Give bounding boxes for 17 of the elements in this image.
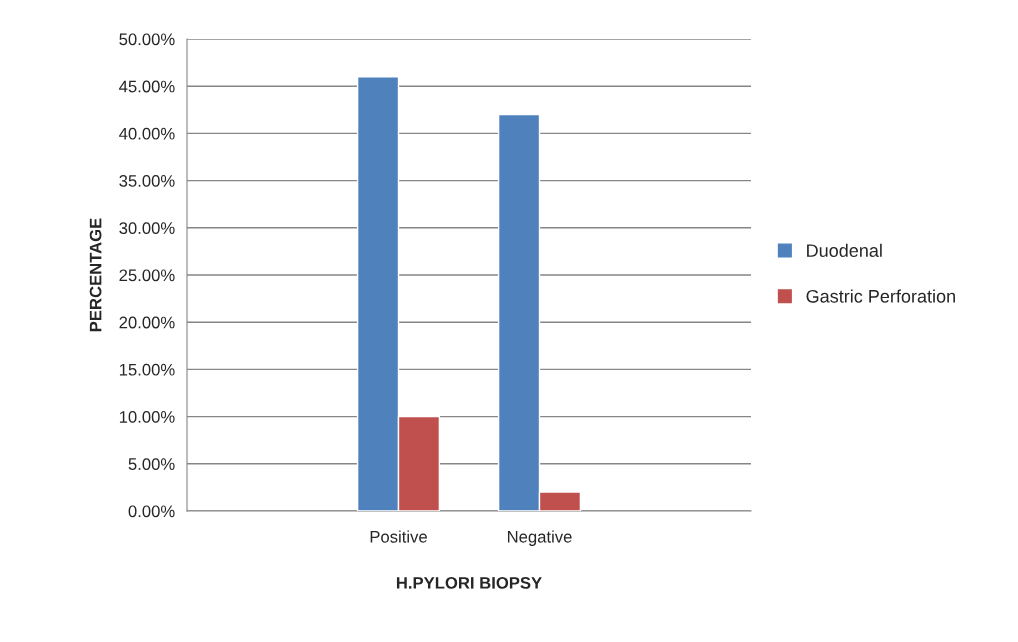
legend-label: Gastric Perforation: [806, 289, 955, 303]
y-tick-label: 20.00%: [119, 316, 175, 329]
y-tick-label: 15.00%: [119, 363, 175, 376]
y-tick-label: 50.00%: [119, 33, 175, 46]
legend-label: Duodenal: [807, 243, 882, 257]
x-tick-label: Negative: [507, 530, 572, 546]
y-tick-label: 30.00%: [119, 222, 175, 234]
y-tick-label: 10.00%: [119, 411, 175, 423]
y-tick-label: 0.00%: [128, 505, 175, 518]
y-axis-title: PERCENTAGE: [89, 218, 102, 332]
x-tick-label: Positive: [370, 530, 427, 543]
y-tick-label: 5.00%: [128, 458, 175, 470]
y-tick-label: 35.00%: [119, 175, 175, 187]
x-axis-title: H.PYLORI BIOPSY: [396, 576, 542, 589]
y-tick-label: 40.00%: [119, 127, 175, 140]
y-tick-label: 25.00%: [119, 269, 175, 282]
y-tick-label: 45.00%: [119, 80, 175, 93]
